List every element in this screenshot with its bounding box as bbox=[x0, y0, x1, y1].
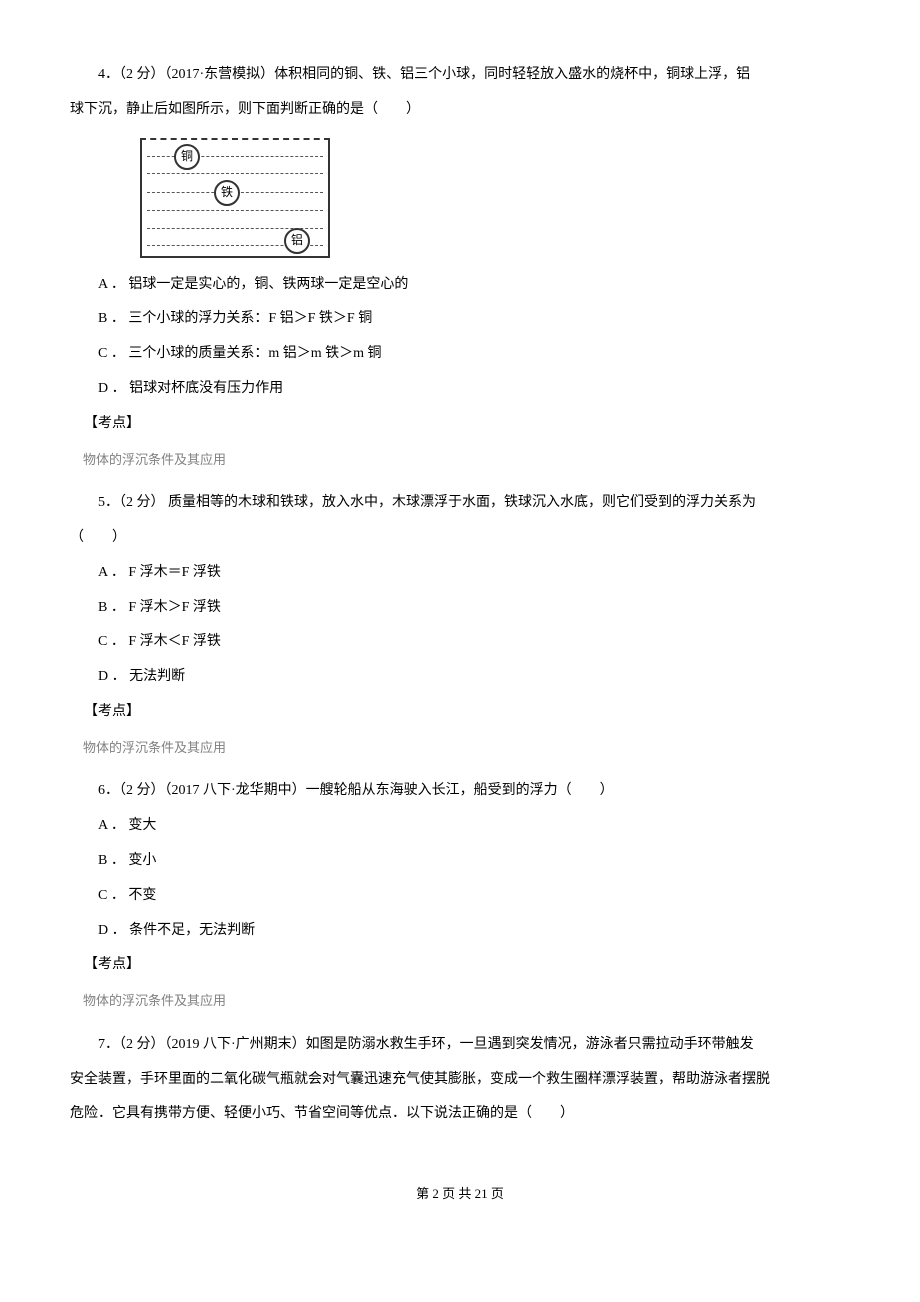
beaker-icon: 铜 铁 铝 bbox=[140, 138, 330, 258]
question-6-text: 6．（2 分）（2017 八下·龙华期中）一艘轮船从东海驶入长江，船受到的浮力（… bbox=[70, 776, 850, 807]
question-5-option-d: D ． 无法判断 bbox=[70, 662, 850, 693]
question-6-option-a: A ． 变大 bbox=[70, 811, 850, 842]
question-4-option-a: A ． 铝球一定是实心的，铜、铁两球一定是空心的 bbox=[70, 270, 850, 301]
question-4-option-b: B ． 三个小球的浮力关系：F 铝＞F 铁＞F 铜 bbox=[70, 304, 850, 335]
question-5-text-line2: （ ） bbox=[70, 523, 850, 554]
question-5-option-c: C ． F 浮木＜F 浮铁 bbox=[70, 627, 850, 658]
question-7-text-line3: 危险．它具有携带方便、轻便小巧、节省空间等优点．以下说法正确的是（ ） bbox=[70, 1099, 850, 1130]
question-5-option-a: A ． F 浮木＝F 浮铁 bbox=[70, 558, 850, 589]
question-7-text-line2: 安全装置，手环里面的二氧化碳气瓶就会对气囊迅速充气使其膨胀，变成一个救生圈样漂浮… bbox=[70, 1065, 850, 1096]
question-5-exam-point-label: 【考点】 bbox=[70, 697, 850, 728]
question-6-topic[interactable]: 物体的浮沉条件及其应用 bbox=[70, 987, 850, 1016]
copper-ball-icon: 铜 bbox=[174, 144, 200, 170]
aluminum-ball-icon: 铝 bbox=[284, 228, 310, 254]
question-4-text-line1: 4．（2 分）（2017·东营模拟）体积相同的铜、铁、铝三个小球，同时轻轻放入盛… bbox=[70, 60, 850, 91]
question-6-exam-point-label: 【考点】 bbox=[70, 950, 850, 981]
question-6-option-b: B ． 变小 bbox=[70, 846, 850, 877]
question-5-text-line1: 5．（2 分） 质量相等的木球和铁球，放入水中，木球漂浮于水面，铁球沉入水底，则… bbox=[70, 488, 850, 519]
question-4-option-d: D ． 铝球对杯底没有压力作用 bbox=[70, 374, 850, 405]
question-5-option-b: B ． F 浮木＞F 浮铁 bbox=[70, 593, 850, 624]
page-footer: 第 2 页 共 21 页 bbox=[70, 1180, 850, 1209]
question-4-exam-point-label: 【考点】 bbox=[70, 409, 850, 440]
question-4-diagram: 铜 铁 铝 bbox=[140, 138, 850, 258]
question-4-text-line2: 球下沉，静止后如图所示，则下面判断正确的是（ ） bbox=[70, 95, 850, 126]
question-5-topic[interactable]: 物体的浮沉条件及其应用 bbox=[70, 734, 850, 763]
question-6-option-c: C ． 不变 bbox=[70, 881, 850, 912]
question-4-topic[interactable]: 物体的浮沉条件及其应用 bbox=[70, 446, 850, 475]
question-7-text-line1: 7．（2 分）（2019 八下·广州期末）如图是防溺水救生手环，一旦遇到突发情况… bbox=[70, 1030, 850, 1061]
question-4-option-c: C ． 三个小球的质量关系：m 铝＞m 铁＞m 铜 bbox=[70, 339, 850, 370]
water-line-4 bbox=[147, 210, 323, 211]
water-line-2 bbox=[147, 173, 323, 174]
question-6-option-d: D ． 条件不足，无法判断 bbox=[70, 916, 850, 947]
iron-ball-icon: 铁 bbox=[214, 180, 240, 206]
